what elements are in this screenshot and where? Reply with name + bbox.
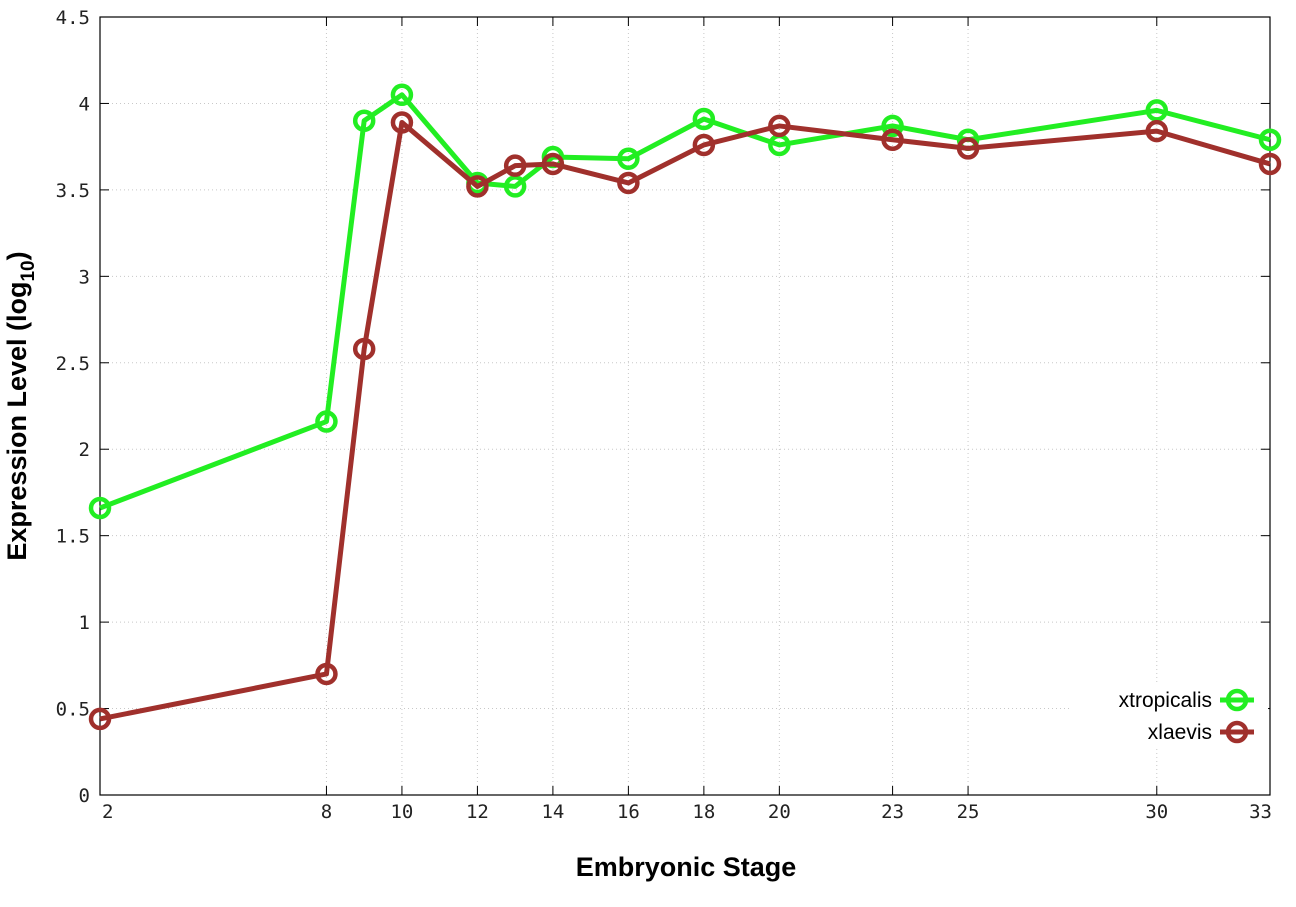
data-point-xtropicalis-33 xyxy=(1258,128,1282,152)
x-tick-label: 10 xyxy=(390,801,413,823)
x-tick-label: 18 xyxy=(692,801,715,823)
data-point-xtropicalis-10 xyxy=(390,83,414,107)
data-point-xtropicalis-2 xyxy=(88,496,112,520)
y-axis-title: Expression Level (log10) xyxy=(2,251,39,560)
data-point-xlaevis-18 xyxy=(692,133,716,157)
y-tick-label: 4.5 xyxy=(56,7,90,29)
x-axis-title: Embryonic Stage xyxy=(576,852,797,882)
data-point-xlaevis-33 xyxy=(1258,152,1282,176)
data-point-xlaevis-20 xyxy=(768,114,791,138)
y-axis-title-subscript: 10 xyxy=(18,260,39,281)
y-tick-label: 3.5 xyxy=(56,180,90,202)
x-tick-label: 12 xyxy=(466,801,489,823)
y-tick-label: 1 xyxy=(79,612,90,634)
data-point-xlaevis-10 xyxy=(390,111,414,134)
data-point-xlaevis-14 xyxy=(541,152,565,176)
legend-swatch-marker-xtropicalis xyxy=(1225,688,1249,712)
x-tick-label: 2 xyxy=(102,801,113,823)
grid-layer xyxy=(100,17,1270,795)
data-point-xlaevis-8 xyxy=(315,662,338,686)
y-tick-label: 1.5 xyxy=(56,526,90,548)
x-tick-label: 30 xyxy=(1145,801,1168,823)
y-tick-label: 0 xyxy=(79,785,90,807)
data-point-xlaevis-25 xyxy=(956,137,980,160)
y-axis-title-close: ) xyxy=(2,251,32,260)
data-point-xlaevis-2 xyxy=(88,707,112,731)
series-layer xyxy=(88,83,1282,731)
series-line-xlaevis xyxy=(99,119,1271,722)
data-point-xlaevis-13 xyxy=(503,154,527,177)
data-point-xlaevis-9 xyxy=(352,337,376,361)
legend-label-xtropicalis: xtropicalis xyxy=(1119,689,1212,712)
x-tick-label: 20 xyxy=(768,801,791,823)
x-tick-label: 25 xyxy=(957,801,980,823)
y-axis-title-main: Expression Level (log xyxy=(2,282,32,561)
data-point-xtropicalis-30 xyxy=(1145,99,1169,122)
data-point-xtropicalis-13 xyxy=(503,175,527,198)
y-tick-label: 3 xyxy=(79,266,90,288)
data-point-xtropicalis-18 xyxy=(692,107,716,131)
plot-frame xyxy=(99,16,1271,796)
data-point-xlaevis-30 xyxy=(1145,119,1169,143)
x-tick-label: 14 xyxy=(541,801,564,823)
legend-label-xlaevis: xlaevis xyxy=(1148,721,1212,744)
data-point-xtropicalis-16 xyxy=(617,147,640,171)
data-point-xlaevis-16 xyxy=(617,171,640,195)
data-point-xlaevis-23 xyxy=(881,128,904,152)
x-tick-label: 16 xyxy=(617,801,640,823)
data-point-xtropicalis-8 xyxy=(315,410,338,433)
data-point-xlaevis-12 xyxy=(466,175,489,198)
legend-swatch-marker-xlaevis xyxy=(1225,720,1249,744)
x-tick-label: 23 xyxy=(881,801,904,823)
data-point-xtropicalis-9 xyxy=(352,109,376,132)
axis-layer: 0 0.5 1 1.5 2 2.5 3 3.5 4 4.5 2 8 10 12 14 16 18 20 23 25 30… xyxy=(56,7,1272,823)
data-point-xtropicalis-23 xyxy=(881,114,904,138)
y-tick-label: 2.5 xyxy=(56,353,90,375)
y-tick-label: 0.5 xyxy=(56,699,90,721)
y-tick-label: 4 xyxy=(79,93,90,115)
y-tick-label: 2 xyxy=(79,439,90,461)
legend: xtropicalis xlaevis xyxy=(1072,685,1268,747)
x-tick-label: 33 xyxy=(1249,801,1272,823)
x-tick-label: 8 xyxy=(321,801,332,823)
